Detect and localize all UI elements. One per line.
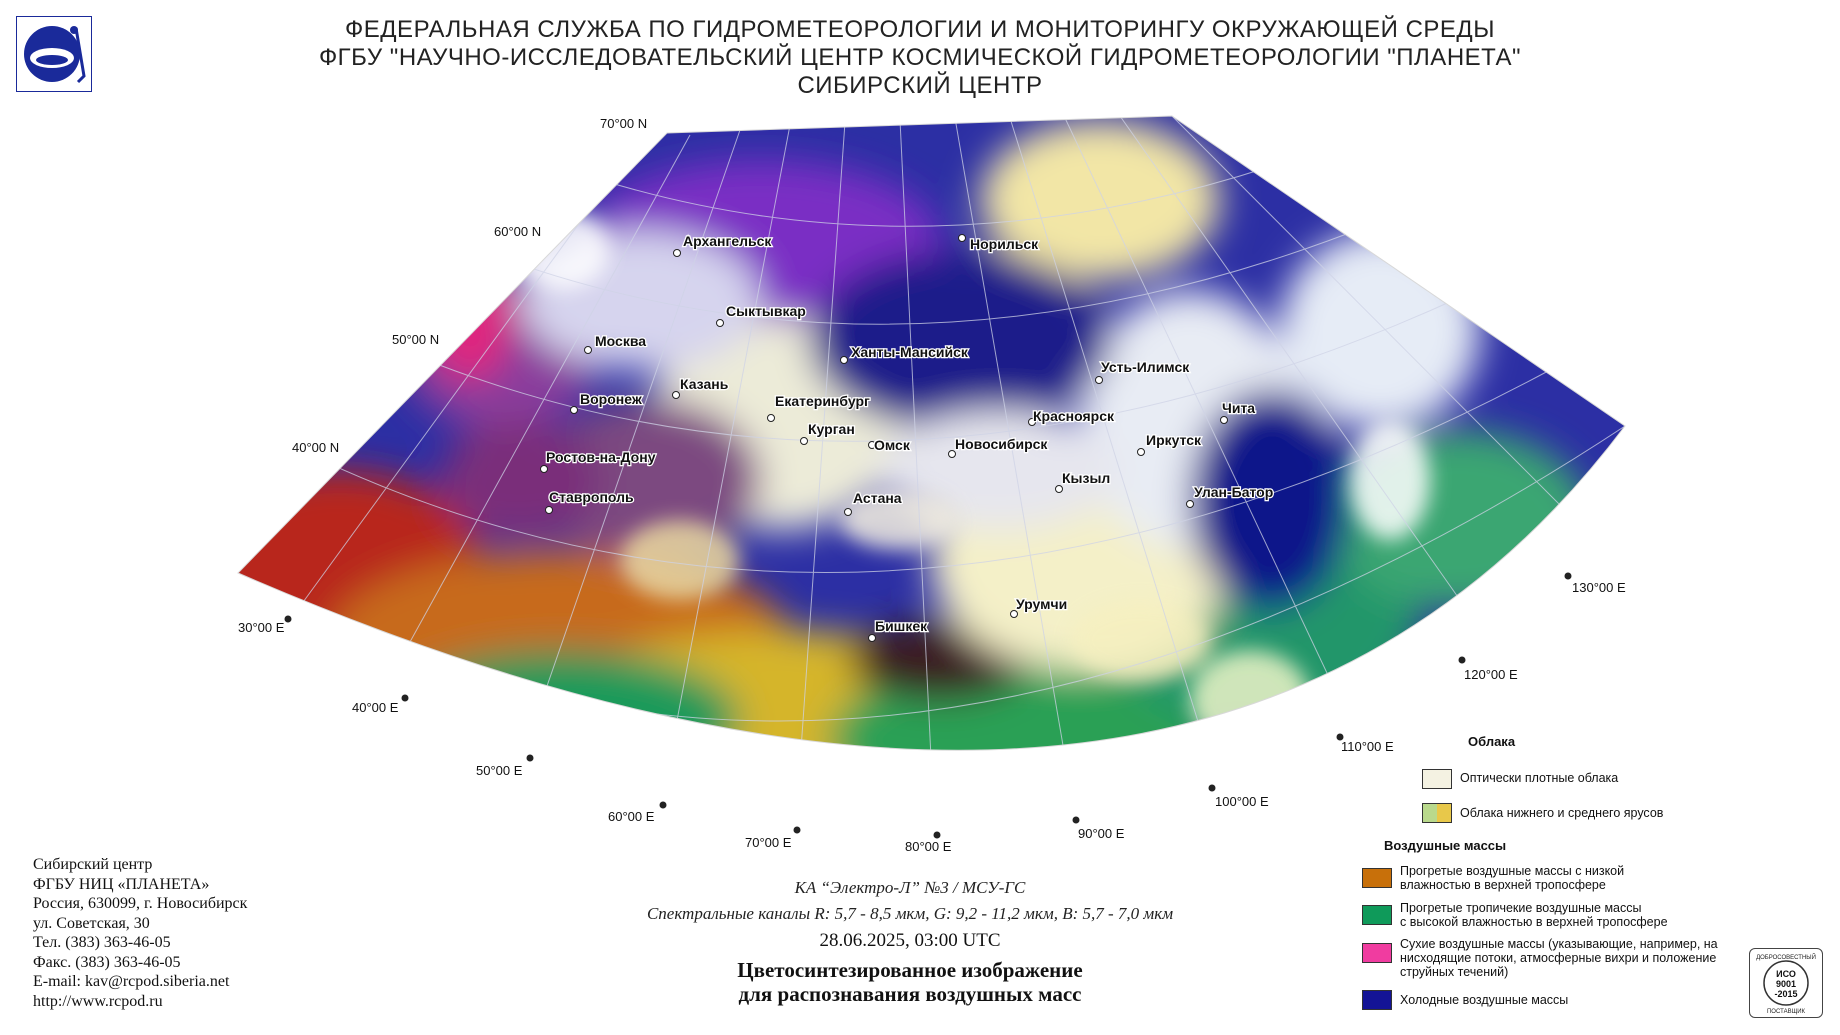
graticule <box>238 116 1625 751</box>
lat-label-40: 40°00 N <box>292 440 339 455</box>
header-line-3: СИБИРСКИЙ ЦЕНТР <box>797 72 1043 99</box>
city-arkhangelsk: Архангельск <box>683 233 772 249</box>
iso-l1: ИСО <box>1776 969 1796 979</box>
legend-label-warm-tropical: Прогретые тропичекие воздушные массы с в… <box>1400 901 1668 929</box>
legend-label-dense-clouds: Оптически плотные облака <box>1460 771 1619 785</box>
legend-swatch-warm-tropical <box>1362 905 1392 925</box>
city-urumqi: Урумчи <box>1016 596 1067 612</box>
header-line-2: ФГБУ "НАУЧНО-ИССЛЕДОВАТЕЛЬСКИЙ ЦЕНТР КОС… <box>318 44 1522 71</box>
iso-bottom: ПОСТАВЩИК <box>1767 1009 1806 1015</box>
city-ust-ilimsk: Усть-Илимск <box>1101 359 1190 375</box>
city-kurgan: Курган <box>808 421 855 437</box>
legend-air-heading: Воздушные массы <box>1384 838 1507 853</box>
city-chita: Чита <box>1222 400 1255 416</box>
legend-warm-tropical-line-2: с высокой влажностью в верхней тропосфер… <box>1400 915 1668 929</box>
city-kyzyl: Кызыл <box>1062 470 1110 486</box>
city-novosibirsk: Новосибирск <box>955 436 1048 452</box>
legend-swatch-warm-dry <box>1362 868 1392 888</box>
city-norilsk: Норильск <box>970 236 1039 252</box>
city-khanty-mansiysk: Ханты-Мансийск <box>851 344 969 360</box>
city-bishkek: Бишкек <box>875 618 928 634</box>
contact-line-4: ул. Советская, 30 <box>33 914 150 932</box>
iso-badge: ДОБРОСОВЕСТНЫЙ ИСО 9001 -2015 ПОСТАВЩИК <box>1749 948 1823 1018</box>
legend-dry-line-2: нисходящие потоки, атмосферные вихри и п… <box>1400 951 1717 965</box>
caption-datetime: 28.06.2025, 03:00 UTC <box>819 930 1001 951</box>
legend-label-dry: Сухие воздушные массы (указывающие, напр… <box>1400 937 1718 979</box>
lat-label-70: 70°00 N <box>600 116 647 131</box>
planeta-logo <box>16 16 92 92</box>
legend-clouds-heading: Облака <box>1468 734 1516 749</box>
legend-swatch-low-mid-clouds <box>1422 803 1452 823</box>
caption-title-1: Цветосинтезированное изображение <box>737 958 1083 982</box>
contact-line-1: Сибирский центр <box>33 856 153 873</box>
legend-swatch-dense-clouds <box>1422 769 1452 789</box>
iso-l2: 9001 <box>1776 979 1796 989</box>
lon-label-90: 90°00 E <box>1078 826 1125 841</box>
legend-swatch-cold <box>1362 990 1392 1010</box>
lon-label-130: 130°00 E <box>1572 580 1626 595</box>
lon-label-50: 50°00 E <box>476 763 523 778</box>
legend-label-cold: Холодные воздушные массы <box>1400 993 1569 1007</box>
city-astana: Астана <box>853 490 902 506</box>
city-stavropol: Ставрополь <box>549 489 634 505</box>
legend-warm-dry-line-2: влажностью в верхней тропосфере <box>1400 878 1606 892</box>
lon-label-40: 40°00 E <box>352 700 399 715</box>
iso-emblem: ДОБРОСОВЕСТНЫЙ ИСО 9001 -2015 ПОСТАВЩИК <box>1756 953 1816 1015</box>
lon-label-70: 70°00 E <box>745 835 792 850</box>
contact-line-5: Тел. (383) 363-46-05 <box>33 934 171 951</box>
city-krasnoyarsk: Красноярск <box>1033 408 1115 424</box>
city-ekaterinburg: Екатеринбург <box>775 393 870 409</box>
city-ulan-bator: Улан-Батор <box>1194 484 1273 500</box>
iso-top: ДОБРОСОВЕСТНЫЙ <box>1756 953 1816 961</box>
caption-satellite: КА “Электро-Л” №3 / МСУ-ГС <box>794 878 1026 897</box>
caption-channels: Спектральные каналы R: 5,7 - 8,5 мкм, G:… <box>646 904 1174 923</box>
lon-label-30: 30°00 E <box>238 620 285 635</box>
caption-title-2: для распознавания воздушных масс <box>738 982 1082 1006</box>
contact-line-6: Факс. (383) 363-46-05 <box>33 953 181 971</box>
contact-line-3: Россия, 630099, г. Новосибирск <box>33 895 248 912</box>
lon-label-120: 120°00 E <box>1464 667 1518 682</box>
header-line-1: ФЕДЕРАЛЬНАЯ СЛУЖБА ПО ГИДРОМЕТЕОРОЛОГИИ … <box>345 16 1495 43</box>
contact-website: http://www.rcpod.ru <box>33 992 163 1010</box>
legend-label-low-mid-clouds: Облака нижнего и среднего ярусов <box>1460 806 1664 820</box>
legend-swatch-dry <box>1362 943 1392 963</box>
lon-label-100: 100°00 E <box>1215 794 1269 809</box>
lon-label-80: 80°00 E <box>905 839 952 854</box>
imagery-layer <box>238 116 1625 751</box>
contact-info: Сибирский центр ФГБУ НИЦ «ПЛАНЕТА» Росси… <box>33 855 247 1011</box>
lon-label-60: 60°00 E <box>608 809 655 824</box>
lon-label-110: 110°00 E <box>1341 739 1394 754</box>
city-moscow: Москва <box>595 333 646 349</box>
contact-email: E-mail: kav@rcpod.siberia.net <box>33 973 230 990</box>
contact-line-2: ФГБУ НИЦ «ПЛАНЕТА» <box>33 875 210 893</box>
iso-l3: -2015 <box>1774 989 1797 999</box>
legend-dry-line-3: струйных течений) <box>1400 965 1509 979</box>
lon-labels: 30°00 E 40°00 E 50°00 E 60°00 E 70°00 E … <box>238 572 1626 854</box>
legend-warm-dry-line-1: Прогретые воздушные массы с низкой <box>1400 864 1625 878</box>
lat-label-60: 60°00 N <box>494 224 541 239</box>
legend-warm-tropical-line-1: Прогретые тропичекие воздушные массы <box>1400 901 1642 915</box>
lat-label-50: 50°00 N <box>392 332 439 347</box>
city-kazan: Казань <box>680 376 729 392</box>
city-rostov-na-donu: Ростов-на-Дону <box>546 449 656 465</box>
city-irkutsk: Иркутск <box>1146 432 1202 448</box>
legend-dry-line-1: Сухие воздушные массы (указывающие, напр… <box>1400 937 1718 951</box>
legend-label-warm-dry: Прогретые воздушные массы с низкой влажн… <box>1400 864 1624 892</box>
city-voronezh: Воронеж <box>580 391 643 407</box>
city-markers: Архангельск Норильск Сыктывкар Москва Ха… <box>540 232 1275 642</box>
city-syktyvkar: Сыктывкар <box>726 303 806 319</box>
city-omsk: Омск <box>874 437 911 453</box>
